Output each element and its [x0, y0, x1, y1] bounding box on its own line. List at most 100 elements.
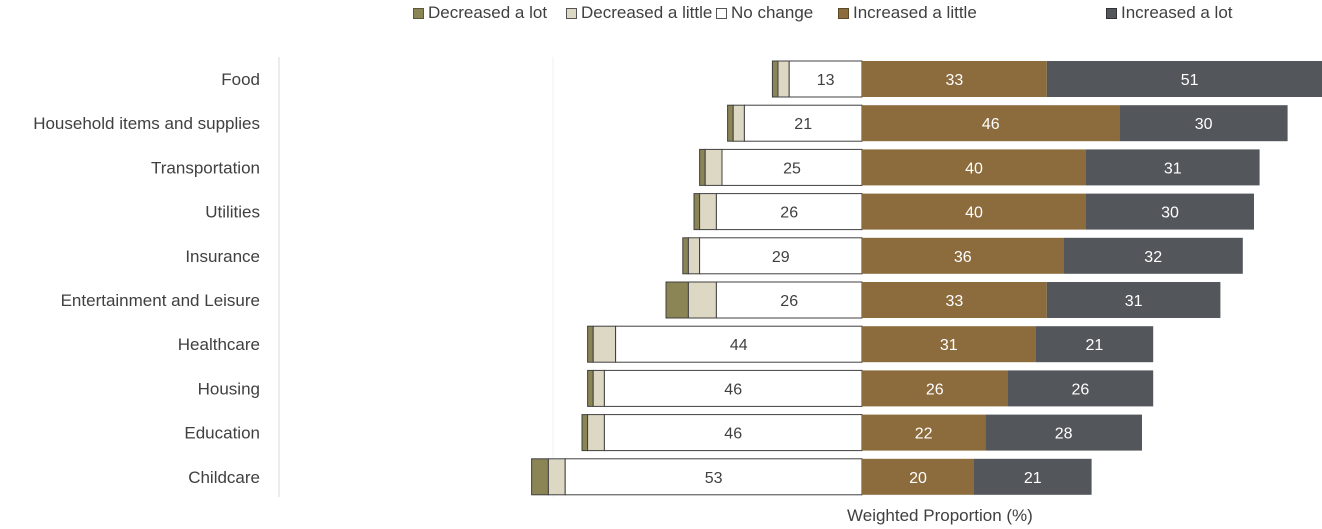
bar-no-change-food — [788, 60, 863, 98]
bar-increased-a-little-childcare — [862, 458, 974, 495]
legend-item-increased-a-little: Increased a little — [838, 2, 977, 24]
bar-no-change-childcare — [564, 458, 863, 496]
category-label-insurance: Insurance — [185, 247, 260, 266]
data-label-increased-a-little-housing: 26 — [926, 381, 944, 398]
bar-decreased-a-lot-food — [771, 60, 779, 98]
bar-no-change-insurance — [699, 237, 863, 275]
category-label-healthcare: Healthcare — [178, 335, 260, 354]
bar-decreased-a-little-healthcare — [592, 325, 617, 363]
bar-increased-a-lot-healthcare — [1035, 326, 1154, 363]
data-label-increased-a-little-education: 22 — [915, 426, 933, 443]
bar-decreased-a-little-household-items-and-supplies — [732, 104, 745, 142]
bar-increased-a-lot-entertainment-and-leisure — [1046, 282, 1221, 318]
category-label-housing: Housing — [198, 379, 260, 398]
data-label-increased-a-little-childcare: 20 — [909, 470, 927, 487]
bar-decreased-a-little-food — [777, 60, 790, 98]
data-label-increased-a-little-household-items-and-supplies: 46 — [982, 116, 1000, 133]
data-label-no-change-childcare: 53 — [705, 470, 723, 487]
bar-no-change-entertainment-and-leisure — [715, 281, 863, 319]
bar-decreased-a-lot-healthcare — [587, 325, 594, 363]
bar-decreased-a-lot-housing — [587, 369, 594, 407]
bar-no-change-education — [603, 414, 863, 452]
legend-label: Increased a lot — [1121, 3, 1233, 22]
legend-swatch-increased-a-lot — [1106, 7, 1117, 19]
data-label-increased-a-lot-insurance: 32 — [1144, 249, 1162, 266]
bar-increased-a-lot-insurance — [1063, 237, 1243, 274]
data-label-no-change-transportation: 25 — [783, 160, 801, 177]
legend-label: Decreased a little — [581, 3, 713, 22]
data-label-increased-a-lot-entertainment-and-leisure: 31 — [1125, 293, 1143, 310]
data-label-no-change-utilities: 26 — [780, 205, 798, 222]
legend-label: No change — [731, 3, 814, 22]
bar-increased-a-little-food — [862, 61, 1047, 97]
data-label-no-change-housing: 46 — [724, 381, 742, 398]
bar-increased-a-lot-housing — [1007, 370, 1154, 407]
data-label-no-change-household-items-and-supplies: 21 — [794, 116, 812, 133]
category-label-education: Education — [184, 424, 260, 443]
data-label-increased-a-little-transportation: 40 — [965, 160, 983, 177]
bar-decreased-a-little-housing — [592, 369, 605, 407]
legend-swatch-increased-a-little — [838, 7, 849, 19]
bar-no-change-transportation — [721, 148, 863, 186]
bar-decreased-a-lot-insurance — [682, 237, 689, 275]
data-label-increased-a-little-food: 33 — [946, 72, 964, 89]
category-label-childcare: Childcare — [188, 468, 260, 487]
bar-no-change-housing — [603, 369, 863, 407]
data-label-increased-a-lot-education: 28 — [1055, 426, 1073, 443]
data-label-increased-a-lot-healthcare: 21 — [1086, 337, 1104, 354]
bar-increased-a-lot-transportation — [1086, 149, 1260, 186]
bar-decreased-a-little-insurance — [687, 237, 701, 275]
bar-decreased-a-lot-utilities — [693, 193, 701, 231]
data-label-increased-a-lot-housing: 26 — [1072, 381, 1090, 398]
bar-decreased-a-lot-entertainment-and-leisure — [665, 281, 689, 319]
data-label-no-change-education: 46 — [724, 426, 742, 443]
bar-decreased-a-little-education — [587, 414, 605, 452]
bar-increased-a-lot-food — [1046, 61, 1322, 97]
bar-decreased-a-lot-education — [581, 414, 589, 452]
legend: Decreased a lot Decreased a little No ch… — [0, 2, 1322, 26]
bar-increased-a-little-household-items-and-supplies — [862, 105, 1120, 142]
bar-increased-a-little-housing — [862, 370, 1008, 407]
legend-label: Decreased a lot — [428, 3, 548, 22]
bar-increased-a-little-transportation — [862, 149, 1086, 186]
data-label-no-change-healthcare: 44 — [730, 337, 748, 354]
bar-increased-a-lot-education — [985, 414, 1142, 451]
bar-increased-a-lot-utilities — [1086, 193, 1254, 230]
category-label-food: Food — [221, 70, 260, 89]
legend-item-no-change: No change — [716, 2, 813, 24]
bar-increased-a-little-utilities — [862, 193, 1086, 230]
bar-decreased-a-little-transportation — [704, 148, 723, 186]
bar-no-change-utilities — [715, 193, 863, 231]
category-label-household-items-and-supplies: Household items and supplies — [33, 114, 260, 133]
bar-decreased-a-lot-childcare — [531, 458, 549, 496]
data-label-increased-a-lot-childcare: 21 — [1024, 470, 1042, 487]
legend-swatch-decreased-a-lot — [413, 7, 424, 19]
data-label-increased-a-little-utilities: 40 — [965, 205, 983, 222]
legend-swatch-decreased-a-little — [566, 7, 577, 19]
legend-label: Increased a little — [853, 3, 977, 22]
bar-increased-a-lot-childcare — [974, 458, 1092, 495]
bar-decreased-a-lot-household-items-and-supplies — [727, 104, 734, 142]
bar-decreased-a-little-entertainment-and-leisure — [687, 281, 717, 319]
bar-increased-a-little-education — [862, 414, 986, 451]
bar-decreased-a-lot-transportation — [699, 148, 706, 186]
legend-swatch-no-change — [716, 7, 727, 19]
bar-decreased-a-little-utilities — [699, 193, 717, 231]
data-label-no-change-entertainment-and-leisure: 26 — [780, 293, 798, 310]
data-label-no-change-food: 13 — [817, 72, 835, 89]
data-label-increased-a-lot-household-items-and-supplies: 30 — [1195, 116, 1213, 133]
bar-increased-a-lot-household-items-and-supplies — [1119, 105, 1288, 142]
data-label-increased-a-little-healthcare: 31 — [940, 337, 958, 354]
data-label-increased-a-little-entertainment-and-leisure: 33 — [946, 293, 964, 310]
data-label-increased-a-little-insurance: 36 — [954, 249, 972, 266]
bar-increased-a-little-healthcare — [862, 326, 1036, 363]
data-label-increased-a-lot-transportation: 31 — [1164, 160, 1182, 177]
bar-increased-a-little-insurance — [862, 237, 1064, 274]
data-label-increased-a-lot-food: 51 — [1181, 72, 1199, 89]
category-label-utilities: Utilities — [205, 203, 260, 222]
data-label-increased-a-lot-utilities: 30 — [1161, 205, 1179, 222]
legend-item-increased-a-lot: Increased a lot — [1106, 2, 1233, 24]
bar-increased-a-little-entertainment-and-leisure — [862, 282, 1047, 318]
bar-decreased-a-little-childcare — [547, 458, 566, 496]
